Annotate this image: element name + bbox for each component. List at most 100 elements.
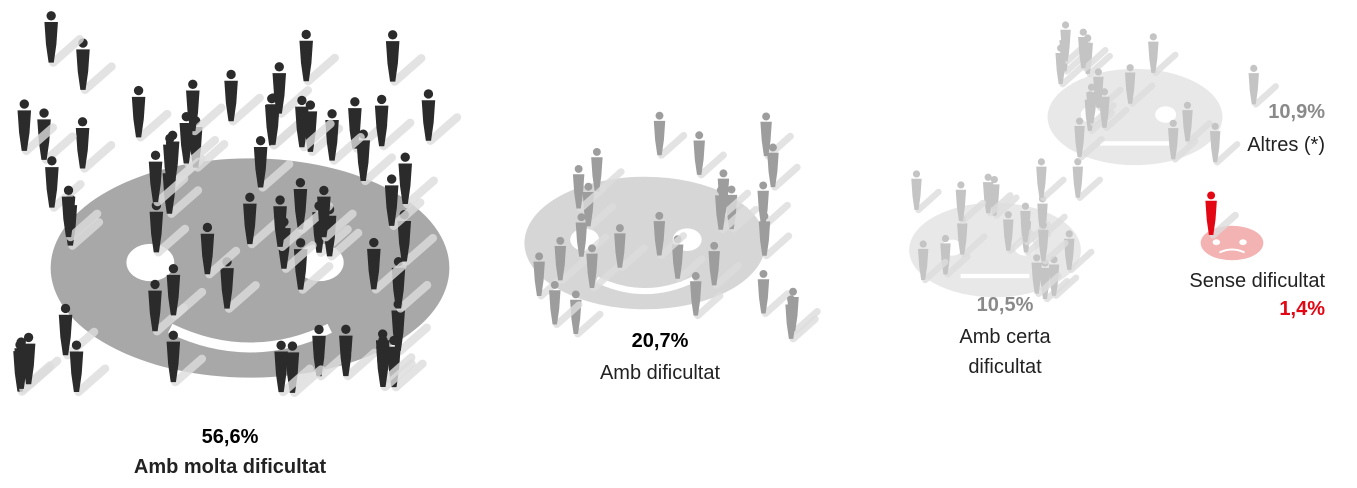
person-body bbox=[148, 161, 163, 203]
person-shadow bbox=[719, 206, 749, 234]
person-head bbox=[376, 94, 387, 105]
person-head bbox=[760, 212, 769, 221]
person-body bbox=[374, 105, 389, 147]
person-head bbox=[19, 99, 29, 109]
person-icon bbox=[75, 117, 116, 173]
person-head bbox=[1100, 88, 1109, 96]
person-body bbox=[166, 341, 181, 383]
person-head bbox=[350, 97, 360, 107]
person-body bbox=[767, 152, 779, 188]
person-shadow bbox=[657, 131, 688, 159]
person-body bbox=[1248, 73, 1259, 105]
person-shadow bbox=[66, 209, 102, 242]
person-head bbox=[168, 263, 179, 274]
person-icon bbox=[21, 332, 62, 389]
person-shadow bbox=[558, 257, 589, 284]
person-body bbox=[272, 73, 287, 114]
person-shadow bbox=[396, 280, 432, 313]
person-head bbox=[1061, 21, 1070, 29]
person-body bbox=[45, 167, 59, 208]
person-head bbox=[571, 290, 580, 299]
person-head bbox=[584, 182, 593, 191]
person-head bbox=[39, 108, 49, 118]
person-shadow bbox=[343, 348, 379, 381]
person-shadow bbox=[247, 216, 283, 249]
person-body bbox=[317, 196, 331, 238]
person-icon bbox=[614, 224, 648, 272]
person-head bbox=[1207, 191, 1216, 200]
person-head bbox=[301, 29, 311, 40]
person-shadow bbox=[697, 151, 727, 179]
person-head bbox=[912, 170, 921, 178]
person-icon bbox=[982, 173, 1014, 217]
person-body bbox=[955, 189, 967, 221]
person-body bbox=[575, 222, 588, 257]
person-body bbox=[295, 106, 309, 148]
person-shadow bbox=[154, 224, 190, 257]
person-head bbox=[695, 131, 704, 140]
person-body bbox=[131, 96, 146, 138]
person-body bbox=[1003, 219, 1014, 251]
person-icon bbox=[131, 85, 172, 142]
person-head bbox=[47, 156, 57, 166]
person-shadow bbox=[49, 180, 85, 212]
person-shadow bbox=[586, 203, 617, 230]
person-icon bbox=[274, 340, 314, 397]
person-icon bbox=[760, 112, 794, 160]
face-mouth bbox=[1219, 248, 1245, 254]
person-icon bbox=[224, 69, 264, 126]
person-icon bbox=[1078, 28, 1109, 72]
person-body bbox=[917, 248, 929, 281]
category-label: Amb dificultat bbox=[599, 362, 721, 384]
person-shadow bbox=[676, 255, 706, 283]
person-shadow bbox=[993, 194, 1020, 219]
person-shadow bbox=[791, 307, 821, 335]
person-head bbox=[274, 62, 284, 72]
person-head bbox=[787, 295, 796, 304]
person-body bbox=[17, 110, 32, 151]
person-shadow bbox=[299, 119, 335, 152]
person-body bbox=[200, 233, 215, 275]
person-body bbox=[760, 121, 772, 157]
person-head bbox=[1033, 254, 1041, 262]
person-head bbox=[295, 238, 306, 248]
person-body bbox=[982, 182, 994, 214]
person-body bbox=[1020, 211, 1031, 243]
person-body bbox=[1168, 128, 1179, 160]
person-body bbox=[653, 120, 666, 156]
person-body bbox=[586, 253, 598, 288]
person-shadow bbox=[396, 323, 431, 356]
person-body bbox=[591, 157, 603, 192]
person-icon bbox=[653, 211, 688, 259]
person-icon bbox=[273, 195, 313, 251]
person-shadow bbox=[74, 364, 110, 397]
person-shadow bbox=[380, 353, 416, 385]
person-head bbox=[759, 269, 768, 278]
face-eye bbox=[1155, 106, 1177, 123]
person-body bbox=[266, 104, 280, 145]
person-shadow bbox=[290, 365, 326, 398]
person-shadow bbox=[1128, 82, 1156, 107]
person-body bbox=[1086, 92, 1097, 124]
person-body bbox=[397, 220, 412, 262]
person-head bbox=[60, 303, 71, 314]
person-icon bbox=[317, 185, 357, 242]
person-body bbox=[1074, 125, 1085, 158]
person-head bbox=[556, 236, 565, 245]
person-icon bbox=[421, 89, 462, 145]
person-shadow bbox=[167, 186, 203, 218]
person-head bbox=[168, 330, 178, 341]
person-icon bbox=[44, 11, 84, 67]
person-body bbox=[220, 268, 234, 309]
person-shadow bbox=[657, 232, 688, 259]
person-icon bbox=[549, 280, 583, 329]
category-label: Altres (*) bbox=[1247, 134, 1325, 156]
person-shadow bbox=[68, 218, 104, 250]
person-head bbox=[314, 324, 324, 335]
person-icon bbox=[1182, 101, 1213, 145]
person-body bbox=[148, 290, 162, 332]
person-shadow bbox=[228, 93, 264, 126]
person-shadow bbox=[298, 262, 334, 294]
person-shadow bbox=[277, 86, 313, 118]
person-shadow bbox=[762, 232, 793, 260]
